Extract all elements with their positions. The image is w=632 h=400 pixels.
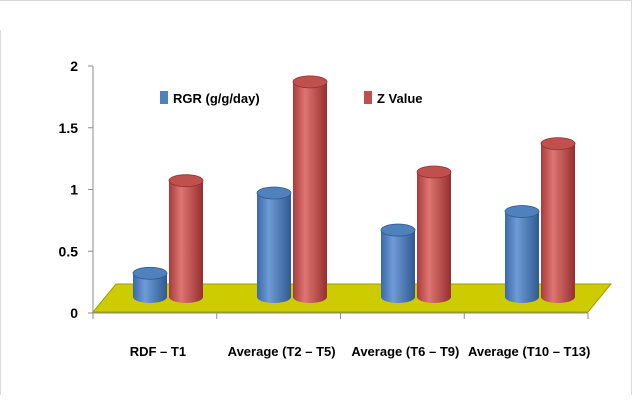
bar-rgr bbox=[132, 266, 168, 303]
y-tick-label: 0 bbox=[70, 305, 78, 321]
x-category-label: RDF – T1 bbox=[130, 344, 186, 359]
bar-top bbox=[380, 223, 416, 237]
bar-body bbox=[257, 193, 291, 303]
x-category-label: Average (T2 – T5) bbox=[228, 344, 336, 359]
legend-label-rgr: RGR (g/g/day) bbox=[173, 91, 260, 106]
chart-floor bbox=[91, 283, 613, 313]
bar-top bbox=[168, 174, 204, 188]
bar-z-value bbox=[540, 137, 576, 303]
x-axis-ticks bbox=[92, 313, 589, 319]
y-tick-label: 1.5 bbox=[59, 120, 79, 136]
y-axis-ticks: 0 0.5 1 1.5 2 bbox=[59, 58, 93, 321]
bar-top bbox=[132, 266, 168, 280]
y-tick-label: 2 bbox=[70, 58, 78, 74]
bar-top bbox=[504, 205, 540, 218]
y-tick-label: 0.5 bbox=[59, 243, 79, 259]
bar-top bbox=[256, 186, 292, 200]
bar-body bbox=[417, 172, 451, 303]
bar-body bbox=[541, 143, 575, 303]
legend-label-z: Z Value bbox=[377, 91, 423, 106]
bar-z-value bbox=[168, 174, 204, 303]
legend-swatch-z bbox=[364, 91, 372, 104]
x-axis-labels: RDF – T1 Average (T2 – T5) Average (T6 – T… bbox=[130, 344, 591, 359]
bar-top bbox=[292, 75, 328, 89]
bar-rgr bbox=[504, 205, 540, 303]
bar-body bbox=[133, 273, 167, 303]
bar-body bbox=[505, 211, 539, 303]
bar-body bbox=[169, 180, 203, 303]
bar-top bbox=[540, 137, 576, 151]
bar-rgr bbox=[380, 223, 416, 303]
x-category-label: Average (T10 – T13) bbox=[468, 344, 590, 359]
bar-z-value bbox=[416, 165, 452, 303]
bar-body bbox=[293, 81, 327, 303]
bars bbox=[132, 75, 576, 303]
bar-z-value bbox=[292, 75, 328, 303]
bar-top bbox=[416, 165, 452, 179]
bar-rgr bbox=[256, 186, 292, 303]
legend: RGR (g/g/day) Z Value bbox=[160, 91, 423, 106]
x-category-label: Average (T6 – T9) bbox=[351, 344, 459, 359]
legend-swatch-rgr bbox=[160, 91, 168, 104]
y-tick-label: 1 bbox=[70, 182, 78, 198]
bar-body bbox=[381, 230, 415, 303]
